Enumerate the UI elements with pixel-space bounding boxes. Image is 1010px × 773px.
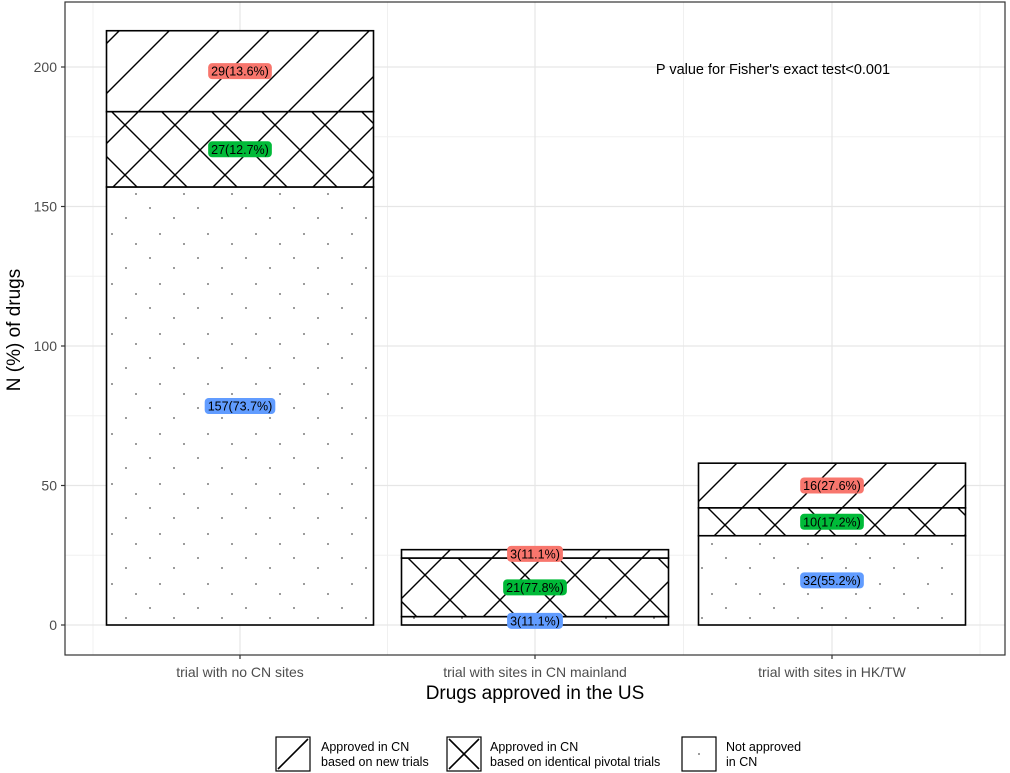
x-axis-title: Drugs approved in the US [426, 683, 645, 704]
legend-item-identical: Approved in CN based on identical pivotal… [446, 736, 660, 772]
segment-label: 10(17.2%) [800, 513, 864, 530]
svg-text:3(11.1%): 3(11.1%) [510, 547, 560, 561]
svg-text:29(13.6%): 29(13.6%) [211, 65, 269, 79]
y-tick-label: 0 [49, 617, 57, 633]
svg-text:3(11.1%): 3(11.1%) [510, 614, 560, 628]
svg-text:16(27.6%): 16(27.6%) [803, 479, 861, 493]
svg-text:27(12.7%): 27(12.7%) [211, 143, 269, 157]
y-tick-label: 150 [34, 199, 58, 215]
segment-label: 32(55.2%) [800, 572, 864, 589]
segment-label: 3(11.1%) [507, 545, 563, 562]
legend-label: Approved in CN based on new trials [321, 740, 429, 769]
legend: Approved in CN based on new trials Approve… [275, 736, 801, 772]
x-tick-label: trial with sites in CN mainland [443, 664, 627, 680]
legend-item-not_approved: Not approved in CN [681, 736, 801, 772]
legend-label: Approved in CN based on identical pivotal… [490, 740, 660, 769]
legend-label: Not approved in CN [726, 740, 801, 769]
segment-labels: 157(73.7%) 27(12.7%) 29(13.6%) 3(11.1%) 21(7… [204, 63, 864, 629]
annotation-text: P value for Fisher's exact test<0.001 [656, 62, 890, 78]
svg-text:10(17.2%): 10(17.2%) [803, 515, 861, 529]
y-tick-label: 50 [41, 478, 57, 494]
segment-label: 29(13.6%) [208, 63, 272, 80]
segment-label: 16(27.6%) [800, 477, 864, 494]
segment-label: 157(73.7%) [204, 397, 276, 414]
x-tick-label: trial with no CN sites [176, 664, 304, 680]
y-tick-label: 100 [34, 338, 58, 354]
y-axis: 0 50 100 150 200 [34, 59, 65, 633]
segment-label: 3(11.1%) [507, 612, 563, 629]
y-axis-title: N (%) of drugs [4, 269, 25, 391]
x-tick-label: trial with sites in HK/TW [758, 664, 907, 680]
x-axis: trial with no CN sites trial with sites i… [176, 655, 907, 680]
segment-label: 27(12.7%) [208, 141, 272, 158]
segment-label: 21(77.8%) [503, 579, 567, 596]
svg-text:157(73.7%): 157(73.7%) [208, 399, 273, 413]
svg-text:21(77.8%): 21(77.8%) [506, 581, 564, 595]
y-tick-label: 200 [34, 59, 58, 75]
legend-item-new_trials: Approved in CN based on new trials [275, 736, 429, 772]
svg-text:32(55.2%): 32(55.2%) [803, 574, 861, 588]
